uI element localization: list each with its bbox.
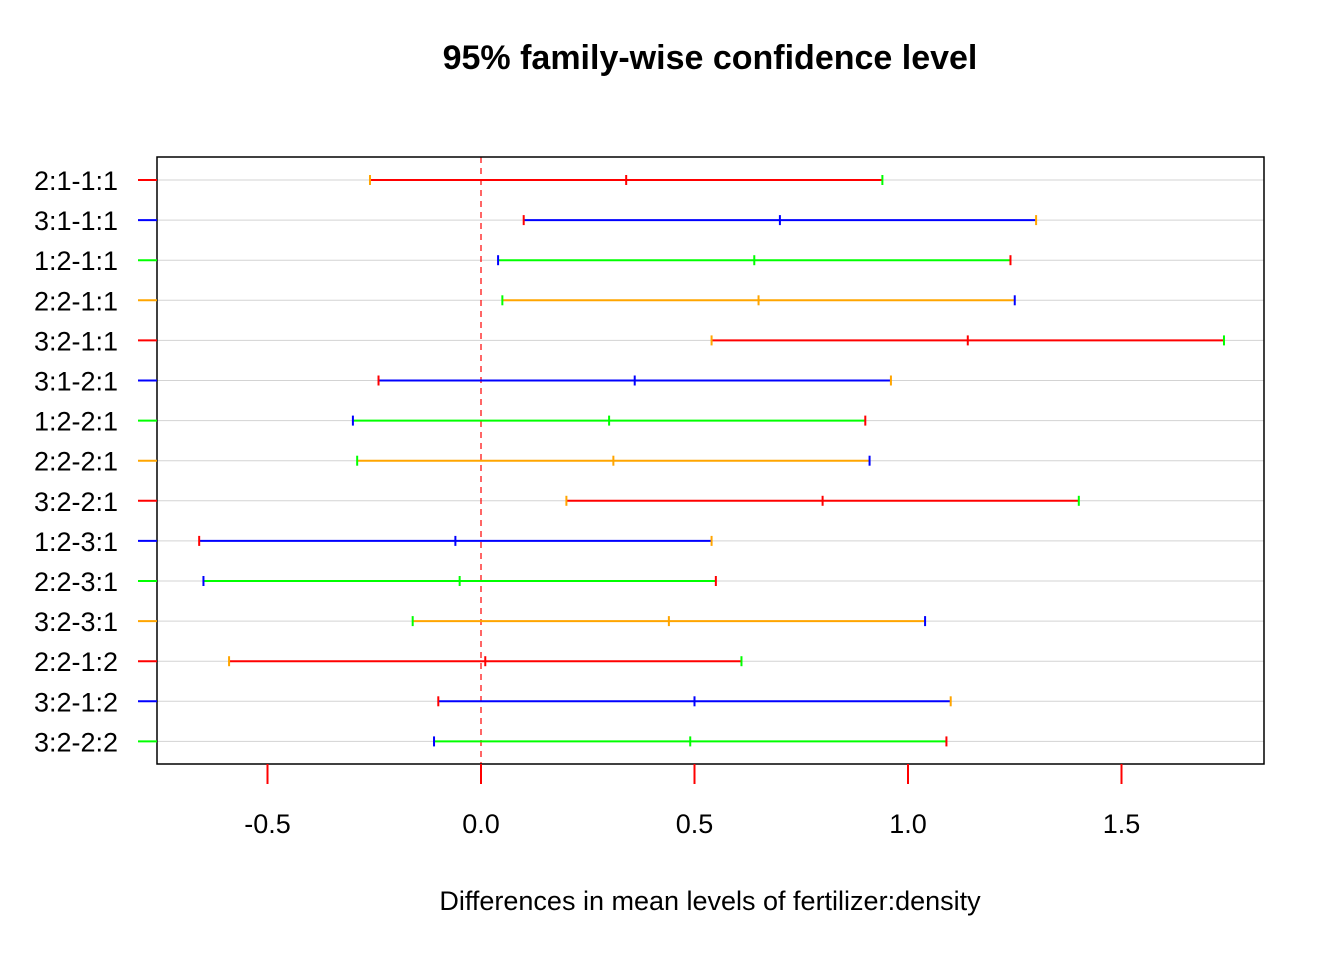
- y-tick-label: 1:2-3:1: [34, 527, 118, 557]
- y-tick-label: 3:2-1:2: [34, 687, 118, 717]
- y-tick-label: 3:2-2:2: [34, 727, 118, 757]
- y-tick-label: 3:1-1:1: [34, 206, 118, 236]
- x-tick-label: 0.5: [676, 809, 714, 839]
- x-tick-label: 1.5: [1103, 809, 1141, 839]
- y-tick-label: 2:2-3:1: [34, 567, 118, 597]
- x-axis-label: Differences in mean levels of fertilizer…: [439, 886, 981, 916]
- confidence-intervals: [198, 175, 1225, 747]
- y-axis-labels: 2:1-1:1 3:1-1:1 1:2-1:1 2:2-1:1 3:2-1:1 3:1-2…: [34, 166, 157, 757]
- y-tick-label: 3:2-3:1: [34, 607, 118, 637]
- x-tick-label: -0.5: [244, 809, 291, 839]
- x-axis: -0.5 0.0 0.5 1.0 1.5: [244, 764, 1140, 839]
- chart-title: 95% family-wise confidence level: [443, 39, 978, 77]
- y-tick-label: 2:1-1:1: [34, 166, 118, 196]
- y-tick-label: 3:1-2:1: [34, 367, 118, 397]
- x-tick-label: 0.0: [462, 809, 500, 839]
- y-tick-label: 2:2-1:1: [34, 286, 118, 316]
- y-tick-label: 3:2-1:1: [34, 326, 118, 356]
- x-tick-label: 1.0: [889, 809, 927, 839]
- y-tick-label: 1:2-2:1: [34, 407, 118, 437]
- y-tick-label: 2:2-2:1: [34, 447, 118, 477]
- y-tick-label: 2:2-1:2: [34, 647, 118, 677]
- y-tick-label: 1:2-1:1: [34, 246, 118, 276]
- y-tick-label: 3:2-2:1: [34, 487, 118, 517]
